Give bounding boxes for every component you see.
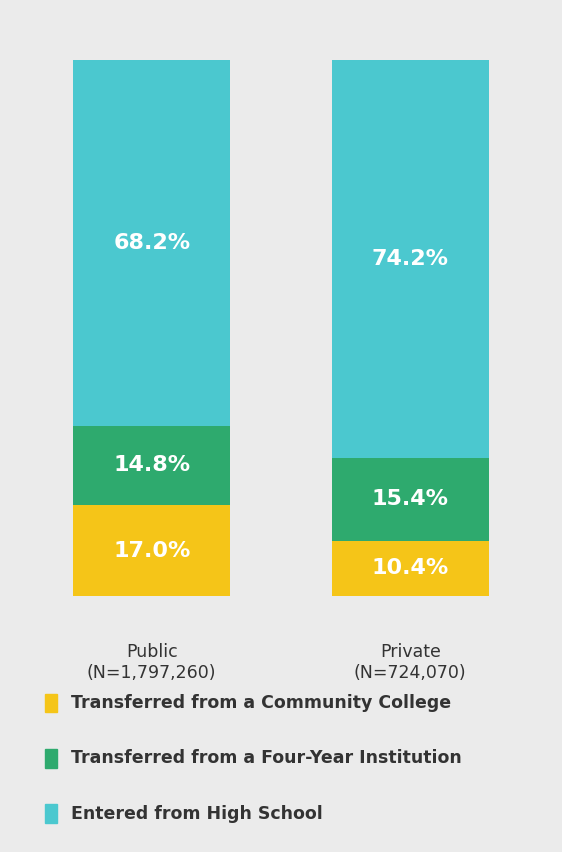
Bar [73,505,230,596]
Text: Transferred from a Four-Year Institution: Transferred from a Four-Year Institution [71,749,462,768]
Text: 14.8%: 14.8% [113,456,191,475]
Text: 15.4%: 15.4% [371,489,449,509]
Bar [332,458,489,540]
Text: Transferred from a Community College: Transferred from a Community College [71,694,451,712]
Bar [332,60,489,458]
Bar [73,426,230,505]
Bar [73,60,230,426]
Text: 17.0%: 17.0% [113,541,191,561]
Text: 10.4%: 10.4% [371,559,449,579]
Text: Entered from High School: Entered from High School [71,804,323,823]
Bar [332,540,489,596]
Text: Private
(N=724,070): Private (N=724,070) [354,643,466,682]
Text: Public
(N=1,797,260): Public (N=1,797,260) [87,643,216,682]
Text: 74.2%: 74.2% [371,249,449,268]
Text: 68.2%: 68.2% [113,233,191,253]
